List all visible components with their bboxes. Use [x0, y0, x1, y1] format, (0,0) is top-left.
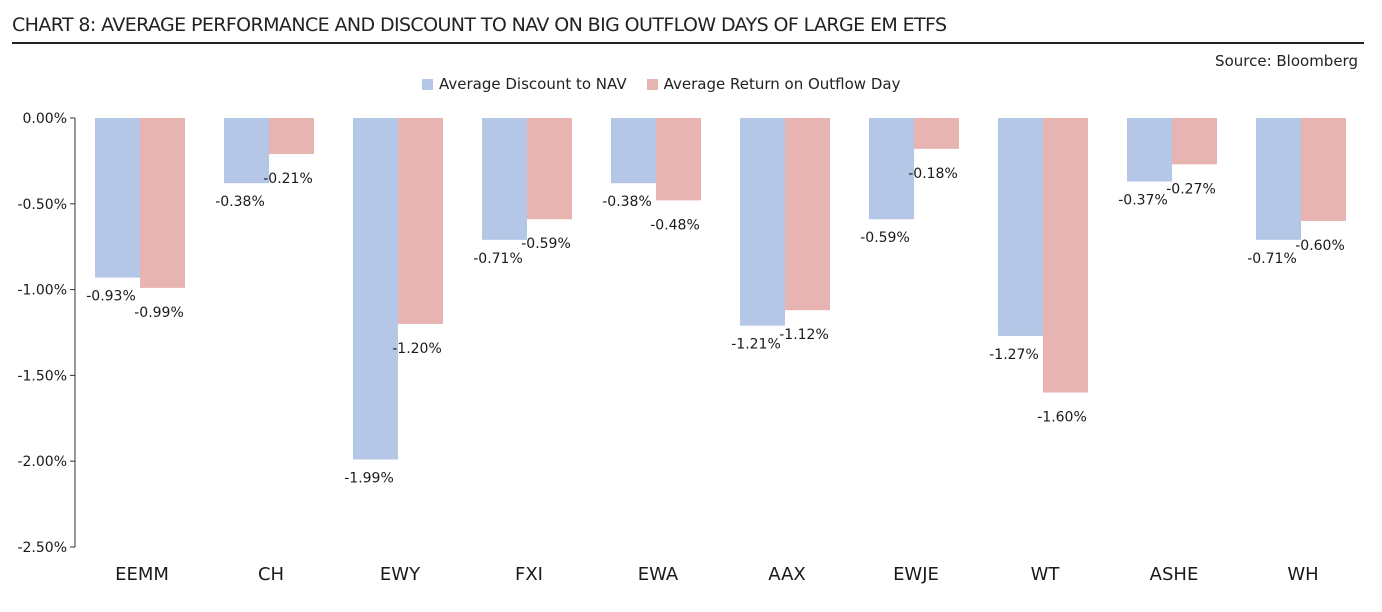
- data-label-return: -1.12%: [779, 327, 829, 343]
- bar-discount: [998, 118, 1043, 336]
- legend-item-return: Average Return on Outflow Day: [646, 75, 901, 93]
- bar-return: [269, 118, 314, 155]
- x-category-label: FXI: [515, 564, 543, 585]
- bar-return: [527, 118, 572, 220]
- bar-discount: [1127, 118, 1172, 182]
- data-label-return: -0.21%: [263, 171, 313, 187]
- data-label-discount: -1.21%: [731, 337, 781, 353]
- bar-return: [398, 118, 443, 324]
- data-label-discount: -0.59%: [860, 230, 910, 246]
- bar-discount: [611, 118, 656, 184]
- data-label-return: -0.59%: [521, 236, 571, 252]
- bar-discount: [482, 118, 527, 240]
- x-category-label: ASHE: [1150, 564, 1199, 585]
- x-category-label: EWY: [380, 564, 421, 585]
- y-tick-label: -1.50%: [17, 368, 67, 384]
- bar-return: [1172, 118, 1217, 165]
- data-label-return: -0.60%: [1295, 238, 1345, 254]
- data-label-discount: -0.71%: [1247, 251, 1297, 267]
- legend-swatch-return: [646, 78, 658, 90]
- title-underline: [12, 42, 1364, 44]
- x-category-label: CH: [258, 564, 284, 585]
- y-tick-label: -0.50%: [17, 197, 67, 213]
- bar-return: [914, 118, 959, 149]
- x-category-label: EEMM: [115, 564, 169, 585]
- bar-discount: [95, 118, 140, 278]
- y-tick-label: 0.00%: [23, 111, 67, 127]
- x-category-label: EWJE: [893, 564, 939, 585]
- data-label-discount: -0.37%: [1118, 192, 1168, 208]
- legend: Average Discount to NAV Average Return o…: [422, 75, 920, 93]
- legend-item-discount: Average Discount to NAV: [422, 75, 627, 93]
- bar-discount: [869, 118, 914, 220]
- x-category-label: AAX: [768, 564, 805, 585]
- bar-return: [1043, 118, 1088, 393]
- data-label-return: -1.60%: [1037, 410, 1087, 426]
- data-label-return: -0.48%: [650, 217, 700, 233]
- x-category-label: WT: [1031, 564, 1061, 585]
- x-category-label: WH: [1287, 564, 1318, 585]
- data-label-discount: -0.71%: [473, 251, 523, 267]
- data-label-return: -0.18%: [908, 166, 958, 182]
- y-tick-label: -2.50%: [17, 540, 67, 556]
- bar-discount: [740, 118, 785, 326]
- bar-return: [140, 118, 185, 288]
- bar-discount: [1256, 118, 1301, 240]
- data-label-return: -1.20%: [392, 341, 442, 357]
- legend-swatch-discount: [422, 78, 433, 90]
- data-label-discount: -0.93%: [86, 289, 136, 305]
- data-label-discount: -1.99%: [344, 470, 394, 486]
- data-label-discount: -0.38%: [602, 194, 652, 210]
- legend-label-return: Average Return on Outflow Day: [663, 75, 901, 93]
- bar-return: [785, 118, 830, 311]
- chart-title: CHART 8: AVERAGE PERFORMANCE AND DISCOUN…: [12, 14, 947, 36]
- data-label-return: -0.99%: [134, 305, 184, 321]
- bar-return: [656, 118, 701, 201]
- data-label-discount: -1.27%: [989, 347, 1039, 363]
- y-tick-label: -2.00%: [17, 454, 67, 470]
- data-label-return: -0.27%: [1166, 181, 1216, 197]
- bar-discount: [353, 118, 398, 460]
- data-label-discount: -0.38%: [215, 194, 265, 210]
- x-category-label: EWA: [638, 564, 679, 585]
- bar-return: [1301, 118, 1346, 221]
- y-tick-label: -1.00%: [17, 283, 67, 299]
- source-note: Source: Bloomberg: [1215, 52, 1358, 70]
- bar-discount: [224, 118, 269, 184]
- legend-label-discount: Average Discount to NAV: [439, 75, 627, 93]
